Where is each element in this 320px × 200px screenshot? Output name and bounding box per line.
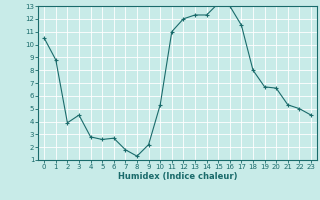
X-axis label: Humidex (Indice chaleur): Humidex (Indice chaleur): [118, 172, 237, 181]
